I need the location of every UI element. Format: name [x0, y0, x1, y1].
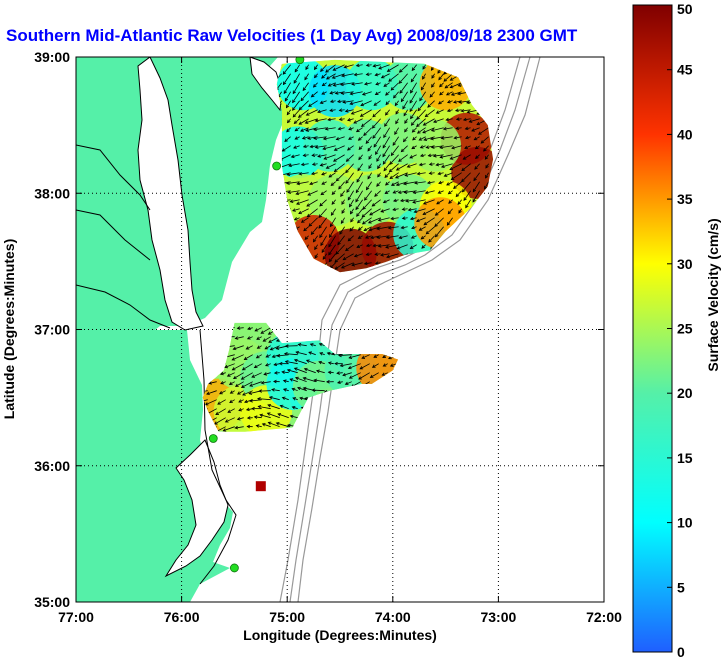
- colorbar: [633, 5, 672, 652]
- x-axis-label: Longitude (Degrees:Minutes): [243, 627, 437, 643]
- colorbar-tick-label: 10: [677, 515, 693, 531]
- y-tick-label: 38:00: [34, 185, 70, 201]
- y-axis-label: Latitude (Degrees:Minutes): [1, 239, 17, 419]
- colorbar-tick-label: 50: [677, 1, 693, 17]
- colorbar-tick-label: 45: [677, 62, 693, 78]
- colorbar-tick-label: 20: [677, 385, 693, 401]
- buoy-marker: [256, 481, 266, 491]
- colorbar-tick-label: 15: [677, 450, 693, 466]
- y-tick-label: 36:00: [34, 458, 70, 474]
- plot-area: [76, 56, 604, 602]
- radar-station: [273, 162, 281, 170]
- x-tick-label: 76:00: [164, 609, 200, 625]
- colorbar-tick-label: 5: [677, 579, 685, 595]
- colorbar-label: Surface Velocity (cm/s): [705, 218, 721, 371]
- x-tick-label: 73:00: [480, 609, 516, 625]
- x-tick-label: 77:00: [58, 609, 94, 625]
- y-tick-label: 39:00: [34, 49, 70, 65]
- velocity-cell: [409, 120, 461, 172]
- radar-station: [209, 435, 217, 443]
- colorbar-tick-label: 35: [677, 191, 693, 207]
- x-tick-label: 74:00: [375, 609, 411, 625]
- colorbar-tick-label: 40: [677, 126, 693, 142]
- y-tick-label: 35:00: [34, 594, 70, 610]
- colorbar-tick-label: 30: [677, 256, 693, 272]
- x-tick-label: 75:00: [269, 609, 305, 625]
- map-title: Southern Mid-Atlantic Raw Velocities (1 …: [6, 26, 578, 45]
- colorbar-tick-label: 25: [677, 321, 693, 337]
- x-tick-label: 72:00: [586, 609, 622, 625]
- radar-station: [230, 564, 238, 572]
- y-tick-label: 37:00: [34, 322, 70, 338]
- colorbar-tick-label: 0: [677, 644, 685, 659]
